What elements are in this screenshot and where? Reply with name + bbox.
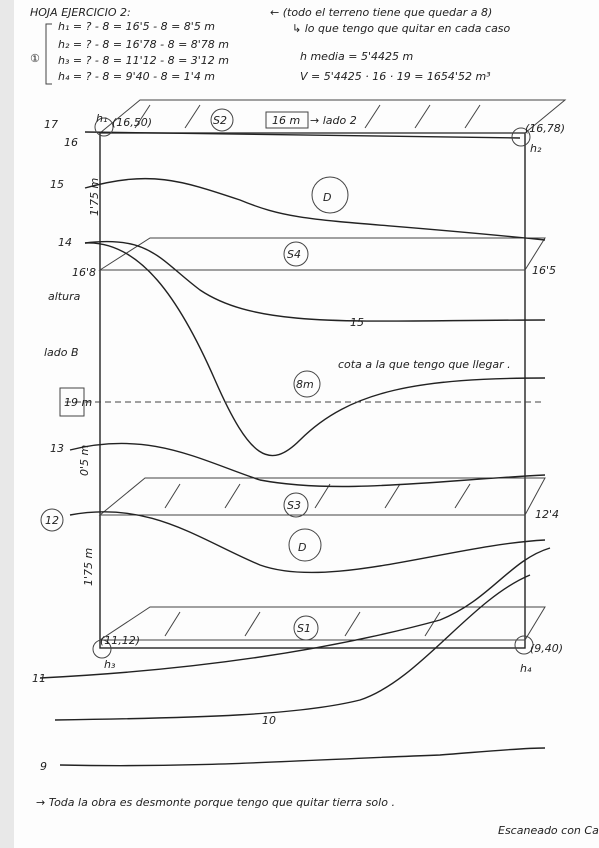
surface-mark (283, 492, 309, 518)
side-a-note: → lado 2 (310, 114, 357, 127)
height-label: 1'75 m (88, 178, 101, 216)
calc: h₄ = ? - 8 = 9'40 - 8 = 1'4 m (58, 70, 215, 83)
surface-label: S1 (297, 622, 311, 635)
contour-label: 15 (50, 178, 64, 191)
diagram: h₁ (16,50) h₂ (16,78) h₃ (11,12) h₄ (9,4… (32, 99, 567, 773)
side-box (59, 387, 85, 417)
surface-label: S2 (213, 114, 227, 127)
note: ↳ lo que tengo que quitar en cada caso (292, 22, 511, 35)
contour-label: 13 (50, 442, 64, 455)
contour (84, 177, 546, 241)
side-box (265, 111, 309, 129)
target-label: 8m (296, 378, 314, 391)
surface-label: S3 (287, 499, 301, 512)
contour-label: 12 (45, 514, 59, 527)
target-note: cota a la que tengo que llegar . (338, 358, 511, 371)
planes (98, 99, 567, 641)
exercise-number: ① (30, 52, 40, 65)
surface-mark (293, 615, 319, 641)
side-b-length: 19 m (64, 396, 92, 409)
note: h media = 5'4425 m (300, 50, 413, 63)
contour-label: 15 (350, 316, 364, 329)
title: HOJA EJERCICIO 2: (30, 6, 131, 19)
corner-label: h₁ (96, 112, 107, 125)
target-mark (293, 370, 321, 398)
height-label: 16'5 (532, 264, 556, 277)
corner-coords: (9,40) (530, 642, 563, 655)
height-label: altura (48, 290, 81, 303)
scanner-mark: Escaneado con CamScanner (498, 824, 599, 837)
contour (84, 242, 546, 457)
height-label: 0'5 m (78, 445, 91, 476)
surface-label: S4 (287, 248, 301, 261)
contour-label: 17 (44, 118, 58, 131)
contour (59, 747, 546, 767)
contour-label: 10 (262, 714, 276, 727)
calc: h₁ = ? - 8 = 16'5 - 8 = 8'5 m (58, 20, 215, 33)
region-mark (288, 528, 322, 562)
region-mark (311, 176, 349, 214)
contour-label: 11 (32, 672, 46, 685)
contour-label: 14 (58, 236, 72, 249)
edge (0, 0, 14, 848)
surface-mark (283, 241, 309, 267)
corner-label: h₂ (530, 142, 542, 155)
surface-mark (210, 108, 234, 132)
contour (84, 240, 546, 322)
side-b: lado B (44, 346, 79, 359)
contour-label: 9 (40, 760, 47, 773)
corner-mark (514, 635, 534, 655)
corner-label: h₃ (104, 658, 116, 671)
corner-coords: (11,12) (100, 634, 140, 647)
corner-coords: (16,50) (112, 116, 152, 129)
calc: h₂ = ? - 8 = 16'78 - 8 = 8'78 m (58, 38, 229, 51)
brace (45, 23, 52, 85)
corner-mark (94, 117, 114, 137)
height-label: 1'75 m (82, 548, 95, 586)
contour (69, 442, 546, 488)
corner-label: h₄ (520, 662, 532, 675)
corner-mark (92, 639, 112, 659)
corner-mark (511, 127, 531, 147)
corner-coords: (16,78) (525, 122, 565, 135)
contour-mark (40, 508, 64, 532)
hatching (134, 104, 481, 637)
side-a: 16 m (272, 114, 300, 127)
contour (54, 574, 531, 721)
contour (69, 511, 546, 574)
region-label: D (298, 541, 306, 554)
region-label: D (323, 191, 331, 204)
calc: h₃ = ? - 8 = 11'12 - 8 = 3'12 m (58, 54, 229, 67)
note: V = 5'4425 · 16 · 19 = 1654'52 m³ (300, 70, 491, 83)
height-label: 12'4 (535, 508, 559, 521)
contour-label: 16 (64, 136, 78, 149)
contour (39, 547, 551, 679)
conclusion: → Toda la obra es desmonte porque tengo … (36, 796, 395, 809)
note: ← (todo el terreno tiene que quedar a 8) (270, 6, 492, 19)
height-label: 16'8 (72, 266, 96, 279)
contour (84, 131, 521, 139)
